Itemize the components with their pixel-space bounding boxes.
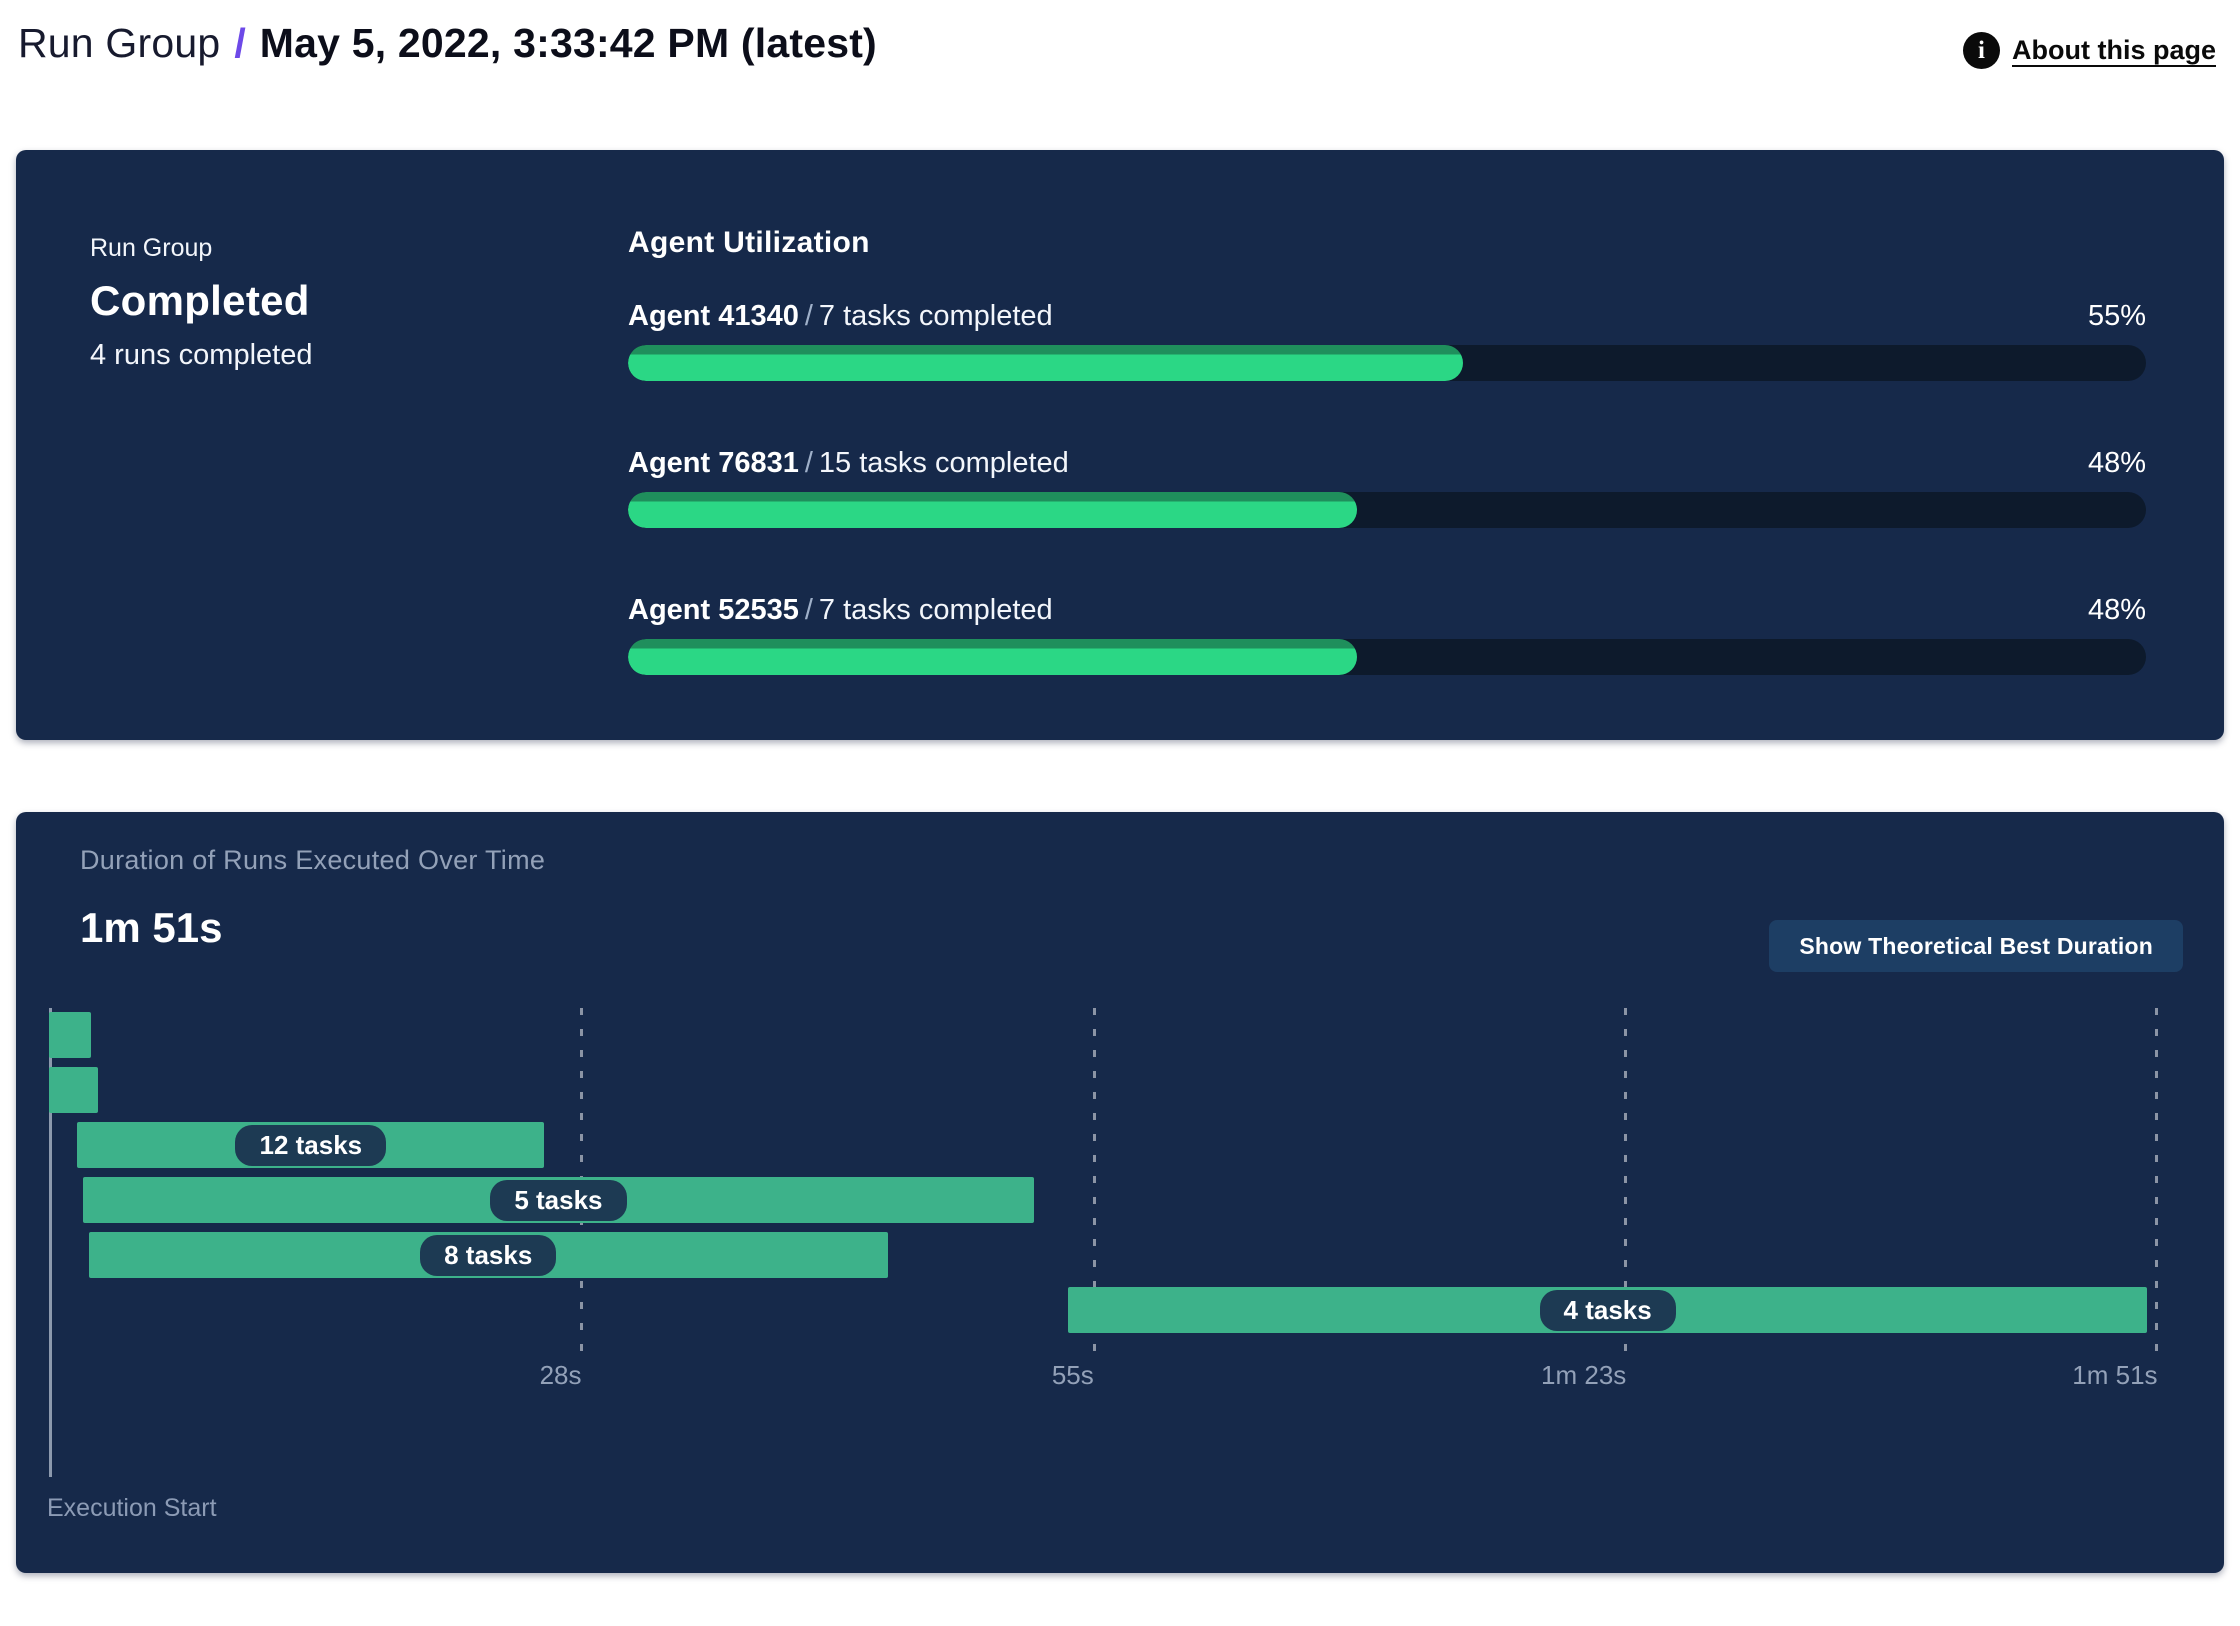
agent-utilization-progress-fill — [628, 639, 1357, 675]
agent-tasks-completed: 7 tasks completed — [818, 594, 1053, 626]
agent-label: Agent 52535/7 tasks completed — [628, 594, 1053, 627]
run-duration-bar[interactable] — [49, 1012, 91, 1058]
about-this-page[interactable]: i About this page — [1963, 32, 2216, 69]
agent-id: Agent 41340 — [628, 300, 799, 332]
run-duration-bar[interactable]: 5 tasks — [83, 1177, 1034, 1223]
breadcrumb-separator: / — [234, 20, 246, 66]
status-card-label: Run Group — [90, 234, 213, 262]
duration-chart-title: Duration of Runs Executed Over Time — [80, 845, 546, 875]
about-this-page-link[interactable]: About this page — [2012, 35, 2216, 65]
agent-label: Agent 76831/15 tasks completed — [628, 447, 1069, 480]
agent-utilization-row: Agent 76831/15 tasks completed 48% — [628, 447, 2146, 528]
duration-chart-card: Duration of Runs Executed Over Time 1m 5… — [16, 812, 2224, 1573]
agent-utilization-progress-fill — [628, 492, 1357, 528]
agent-label-separator: / — [804, 447, 813, 479]
status-value: Completed — [90, 277, 310, 324]
axis-tick-label: 1m 51s — [2072, 1360, 2158, 1390]
agent-utilization-progress-fill — [628, 345, 1463, 381]
agent-label-line: Agent 52535/7 tasks completed 48% — [628, 594, 2146, 627]
page-header: Run Group / May 5, 2022, 3:33:42 PM (lat… — [0, 0, 2240, 150]
status-column: Run Group Completed 4 runs completed — [16, 150, 628, 740]
axis-gridline — [2155, 1008, 2158, 1352]
agent-utilization-progressbar — [628, 345, 2146, 381]
agent-utilization-progressbar — [628, 639, 2146, 675]
gantt-chart: Execution Start 28s 55s 1m 23s 1m 51s 12 tas… — [47, 1008, 2158, 1542]
agent-label-separator: / — [804, 300, 813, 332]
agent-utilization-row: Agent 41340/7 tasks completed 55% — [628, 300, 2146, 381]
run-group-status-card: Run Group Completed 4 runs completed Age… — [16, 150, 2224, 740]
axis-tick-label: 55s — [1051, 1360, 1094, 1390]
task-count-pill: 4 tasks — [1539, 1289, 1676, 1331]
execution-start-axis-line — [49, 1008, 52, 1477]
agent-tasks-completed: 7 tasks completed — [818, 300, 1053, 332]
page-title: May 5, 2022, 3:33:42 PM (latest) — [259, 20, 877, 66]
task-count-pill: 5 tasks — [490, 1179, 627, 1221]
info-icon: i — [1963, 32, 2000, 69]
agent-utilization-progressbar — [628, 492, 2146, 528]
task-count-pill: 8 tasks — [420, 1234, 557, 1276]
run-duration-bar[interactable]: 12 tasks — [77, 1122, 545, 1168]
agent-id: Agent 52535 — [628, 594, 799, 626]
axis-tick-label: 1m 23s — [1541, 1360, 1627, 1390]
agent-label: Agent 41340/7 tasks completed — [628, 300, 1053, 333]
agent-id: Agent 76831 — [628, 447, 799, 479]
agent-utilization-title: Agent Utilization — [628, 226, 870, 259]
agent-utilization-percent: 48% — [2087, 594, 2146, 626]
agent-utilization-rows: Agent 41340/7 tasks completed 55% Agent 76… — [628, 300, 2146, 675]
task-count-pill: 12 tasks — [235, 1124, 387, 1166]
agent-utilization-row: Agent 52535/7 tasks completed 48% — [628, 594, 2146, 675]
run-duration-bar[interactable]: 4 tasks — [1067, 1287, 2148, 1333]
agent-utilization-section: Agent Utilization Agent 41340/7 tasks co… — [628, 150, 2224, 740]
agent-utilization-percent: 48% — [2087, 447, 2146, 479]
execution-start-label: Execution Start — [47, 1494, 217, 1522]
axis-gridline — [1092, 1008, 1096, 1352]
show-theoretical-best-duration-button[interactable]: Show Theoretical Best Duration — [1769, 920, 2183, 972]
axis-gridline — [1623, 1008, 1627, 1352]
agent-utilization-percent: 55% — [2087, 300, 2146, 332]
agent-tasks-completed: 15 tasks completed — [818, 447, 1069, 479]
run-duration-bar[interactable]: 8 tasks — [88, 1232, 888, 1278]
runs-completed-summary: 4 runs completed — [90, 339, 313, 371]
agent-label-line: Agent 76831/15 tasks completed 48% — [628, 447, 2146, 480]
axis-tick-label: 28s — [539, 1360, 582, 1390]
breadcrumb: Run Group / May 5, 2022, 3:33:42 PM (lat… — [18, 16, 877, 67]
agent-label-line: Agent 41340/7 tasks completed 55% — [628, 300, 2146, 333]
agent-label-separator: / — [804, 594, 813, 626]
total-duration-value: 1m 51s — [80, 904, 223, 951]
breadcrumb-run-group-link[interactable]: Run Group — [18, 20, 221, 66]
run-duration-bar[interactable] — [49, 1067, 99, 1113]
